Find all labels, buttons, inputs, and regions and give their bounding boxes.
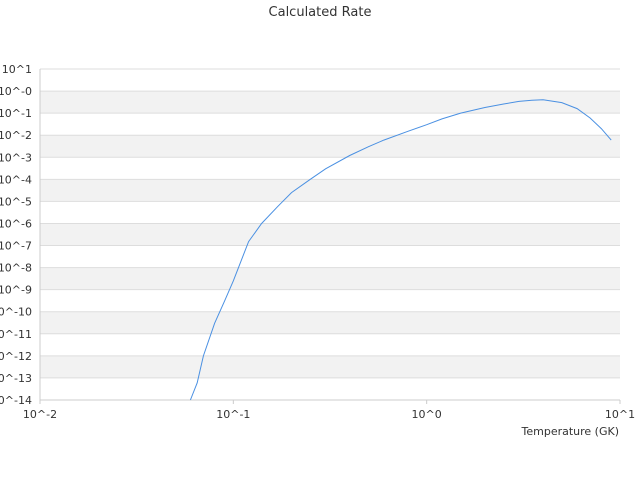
y-tick-label: 10^-12 — [0, 350, 32, 363]
grid-band — [40, 245, 620, 268]
y-tick-label: 10^-13 — [0, 372, 32, 385]
grid-band — [40, 355, 620, 378]
x-tick-label: 10^1 — [605, 408, 635, 421]
y-tick-label: 10^-3 — [0, 151, 32, 164]
grid-band — [40, 289, 620, 312]
grid-band — [40, 135, 620, 158]
y-tick-label: 10^-2 — [0, 129, 32, 142]
x-tick-label: 10^-1 — [216, 408, 250, 421]
grid-lines — [40, 68, 620, 401]
y-tick-label: 10^1 — [2, 63, 32, 76]
grid-band — [40, 267, 620, 290]
series-group — [189, 99, 612, 401]
grid-band — [40, 69, 620, 92]
grid-band — [40, 91, 620, 114]
x-axis-title: Temperature (GK) — [521, 425, 620, 438]
chart-title: Calculated Rate — [269, 5, 372, 20]
y-tick-label: 10^-6 — [0, 217, 32, 230]
y-tick-label: 10^-7 — [0, 240, 32, 253]
y-tick-label: 10^-9 — [0, 284, 32, 297]
x-tick-label: 10^0 — [412, 408, 442, 421]
grid-band — [40, 179, 620, 202]
grid-band — [40, 377, 620, 400]
series-line — [189, 99, 612, 401]
y-tick-label: 10^-14 — [0, 394, 32, 407]
y-tick-label: 10^-0 — [0, 85, 32, 98]
x-tick-label: 10^-2 — [23, 408, 57, 421]
y-tick-label: 10^-10 — [0, 306, 32, 319]
y-tick-label: 10^-5 — [0, 195, 32, 208]
grid-band — [40, 157, 620, 180]
x-tick-labels: 10^-2 10^-1 10^0 10^1 — [23, 400, 635, 421]
grid-band — [40, 311, 620, 334]
grid-bands — [40, 69, 620, 400]
y-tick-label: 10^-11 — [0, 328, 32, 341]
y-tick-label: 10^-4 — [0, 173, 32, 186]
y-tick-labels: 10^1 10^-0 10^-1 10^-2 10^-3 10^-4 10^-5 10^-6 1… — [0, 63, 32, 407]
y-tick-label: 10^-8 — [0, 262, 32, 275]
y-tick-label: 10^-1 — [0, 107, 32, 120]
grid-band — [40, 201, 620, 224]
grid-band — [40, 113, 620, 136]
grid-band — [40, 333, 620, 356]
grid-band — [40, 223, 620, 246]
